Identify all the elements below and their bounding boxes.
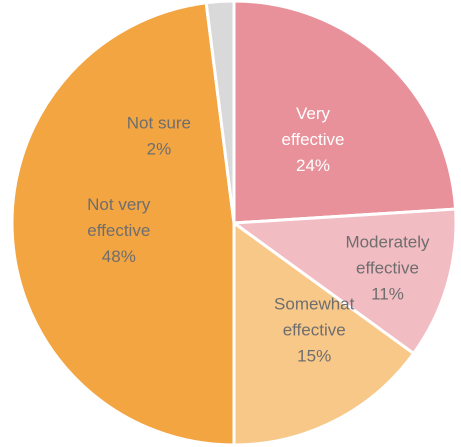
pie-label-line: effective [281, 130, 344, 149]
pie-label-line: 2% [147, 139, 172, 158]
pie-label-line: effective [283, 320, 346, 339]
pie-label-line: effective [87, 221, 150, 240]
pie-labels: Very effective 24% Moderately effective 11% So… [87, 104, 430, 366]
pie-slices [10, 0, 458, 447]
pie-label-4: Not very effective 48% [87, 195, 151, 266]
pie-label-5: Not sure 2% [127, 113, 191, 158]
pie-label-1: Very effective 24% [281, 104, 344, 175]
pie-label-line: 11% [371, 285, 404, 304]
pie-slice-5 [204, 0, 236, 224]
pie-label-line: Somewhat [274, 294, 355, 313]
pie-label-line: 24% [296, 156, 330, 175]
pie-label-line: effective [356, 259, 419, 278]
pie-label-3: Somewhat effective 15% [274, 294, 355, 365]
pie-slice-4 [10, 1, 236, 447]
pie-slice-2 [229, 207, 458, 356]
pie-label-line: Very [296, 104, 331, 123]
pie-slice-3 [232, 220, 416, 447]
pie-label-line: Not sure [127, 113, 191, 132]
pie-slice-1 [232, 0, 458, 225]
pie-label-line: Moderately [345, 233, 430, 252]
pie-label-line: 15% [297, 346, 331, 365]
pie-label-line: Not very [87, 195, 151, 214]
pie-label-line: 48% [102, 247, 136, 266]
pie-label-2: Moderately effective 11% [345, 233, 430, 304]
